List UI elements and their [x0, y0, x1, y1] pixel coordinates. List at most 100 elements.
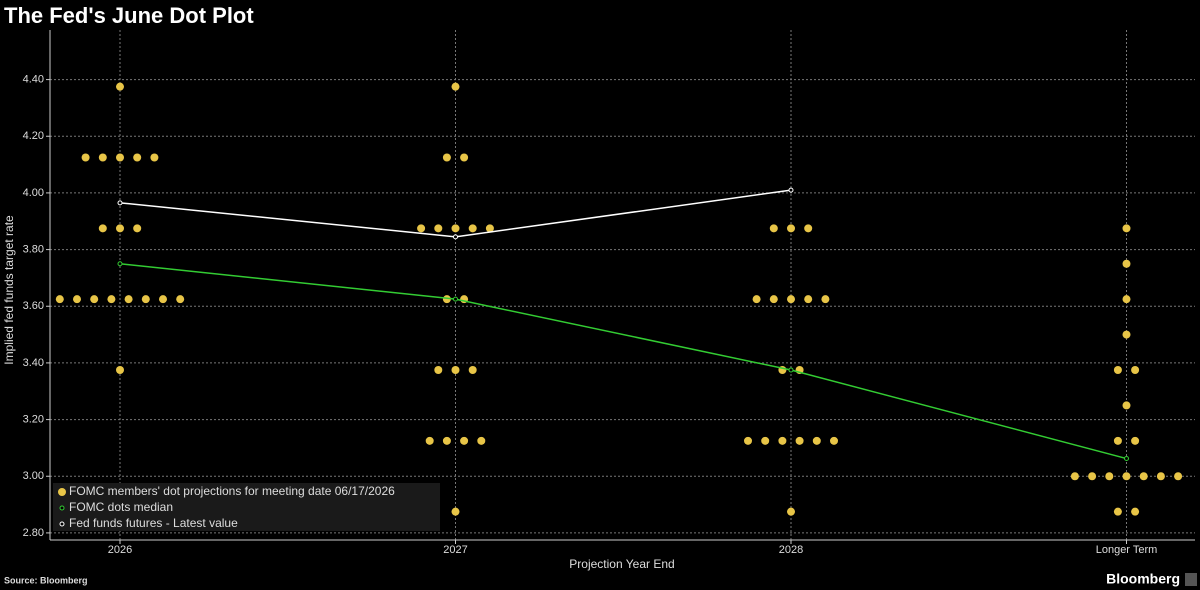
dot [804, 224, 813, 233]
legend-marker [58, 488, 66, 496]
dot [821, 295, 830, 304]
line-point [453, 234, 458, 240]
dot [1122, 295, 1131, 304]
dot [442, 436, 451, 445]
y-tick-label: 3.00 [23, 470, 44, 482]
dot [141, 295, 150, 304]
dot [98, 153, 107, 162]
dot [434, 366, 443, 374]
dot [1070, 472, 1079, 481]
dot [1156, 472, 1165, 481]
legend-label: Fed funds futures - Latest value [69, 516, 238, 530]
x-tick-label: Longer Term [1096, 544, 1158, 556]
dot [451, 82, 460, 91]
brand: Bloomberg [1106, 571, 1180, 587]
y-tick-label: 2.80 [23, 527, 44, 539]
x-axis-label: Projection Year End [569, 557, 674, 571]
dot [90, 295, 99, 304]
y-tick-label: 4.40 [23, 73, 44, 85]
x-tick-label: 2027 [443, 544, 467, 556]
y-tick-label: 3.80 [23, 243, 44, 255]
line-point [788, 367, 794, 373]
dot [1131, 436, 1140, 445]
dot [98, 224, 107, 233]
dot [133, 224, 142, 233]
dot [116, 82, 124, 91]
dot [451, 366, 460, 374]
dot [1088, 472, 1097, 481]
dot [1122, 330, 1131, 339]
line-point [117, 261, 123, 267]
line-point [117, 200, 123, 206]
legend-marker [59, 521, 65, 527]
dot [1122, 259, 1131, 268]
dot [133, 153, 142, 162]
dot [761, 436, 770, 445]
dot [81, 153, 90, 162]
line-point [453, 296, 458, 302]
chart-title: The Fed's June Dot Plot [4, 3, 254, 28]
line [119, 263, 1127, 460]
dot [124, 295, 133, 304]
dot [107, 295, 116, 304]
dot [451, 224, 460, 233]
y-tick-label: 3.40 [23, 357, 44, 369]
y-tick-label: 4.20 [23, 130, 44, 142]
dot [176, 295, 185, 304]
legend-label: FOMC members' dot projections for meetin… [69, 484, 395, 498]
dot [477, 436, 486, 445]
dot [442, 295, 451, 304]
dot [1105, 472, 1114, 481]
dot [804, 295, 813, 304]
dot [1122, 472, 1131, 481]
dot [787, 295, 795, 304]
dot [434, 224, 443, 233]
dot [787, 224, 795, 233]
x-tick-label: 2026 [108, 544, 132, 556]
dot [116, 366, 124, 374]
legend-marker [59, 505, 65, 511]
dot [451, 507, 460, 516]
y-axis-label: Implied fed funds target rate [2, 215, 16, 365]
dot [1113, 507, 1122, 516]
dot [425, 436, 434, 445]
dot [769, 295, 778, 304]
line-point [788, 187, 794, 193]
dot [73, 295, 81, 304]
dot [468, 366, 477, 374]
dot [1113, 436, 1122, 445]
dot [485, 224, 494, 233]
dot [1131, 366, 1140, 374]
dot [1113, 366, 1122, 374]
dot [1122, 401, 1131, 410]
dot [795, 436, 804, 445]
dot [116, 224, 124, 233]
dot [417, 224, 426, 233]
source: Source: Bloomberg [4, 575, 88, 585]
dot [744, 436, 752, 445]
line-point [1124, 456, 1129, 462]
dot [787, 507, 795, 516]
dot [460, 153, 469, 162]
legend-box [53, 483, 440, 531]
brand-icon [1185, 573, 1197, 586]
dot [778, 436, 787, 445]
legend-label: FOMC dots median [69, 500, 173, 514]
dot [1131, 507, 1140, 516]
y-tick-label: 3.60 [23, 300, 44, 312]
dot [769, 224, 778, 233]
dot [442, 153, 451, 162]
x-tick-label: 2028 [779, 544, 803, 556]
dot [150, 153, 159, 162]
dot [1174, 472, 1183, 481]
dot [1139, 472, 1148, 481]
dot [116, 153, 124, 162]
dot [55, 295, 64, 304]
dot [460, 436, 469, 445]
dot [830, 436, 838, 445]
dot [468, 224, 477, 233]
y-tick-label: 3.20 [23, 413, 44, 425]
dot [812, 436, 821, 445]
y-tick-label: 4.00 [23, 187, 44, 199]
